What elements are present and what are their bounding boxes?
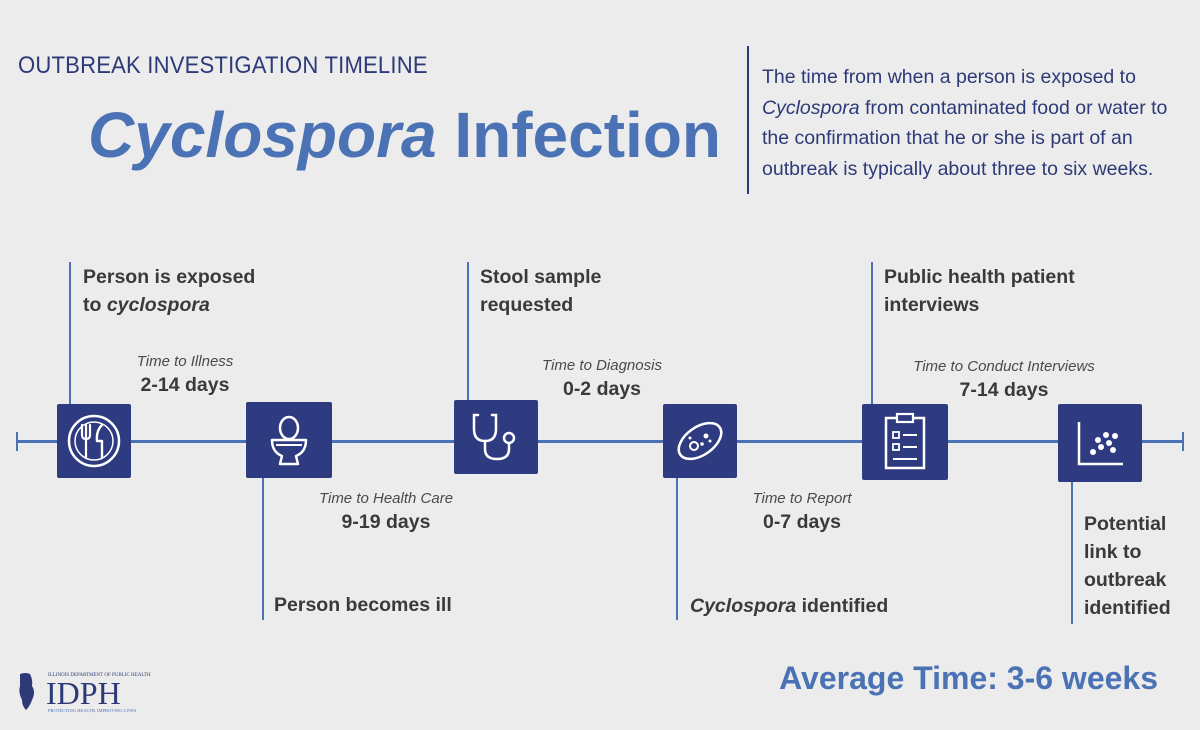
event-identified-rest: identified xyxy=(796,595,889,617)
duration-interviews-label: Time to Conduct Interviews xyxy=(913,358,1095,375)
clipboard-checklist-icon xyxy=(862,404,948,480)
svg-text:ILLINOIS DEPARTMENT OF PUBLIC: ILLINOIS DEPARTMENT OF PUBLIC HEALTH xyxy=(48,673,151,678)
connector-interviews xyxy=(871,262,873,410)
connector-identified xyxy=(676,478,678,620)
event-stool: Stool sample requested xyxy=(480,263,601,319)
scatter-plot-icon xyxy=(1058,404,1142,482)
event-interviews: Public health patient interviews xyxy=(884,263,1075,319)
event-link: Potential link to outbreak identified xyxy=(1084,510,1171,622)
title-italic: Cyclospora xyxy=(88,99,437,171)
duration-illness: Time to Illness 2-14 days xyxy=(105,352,265,398)
page-kicker: OUTBREAK INVESTIGATION TIMELINE xyxy=(18,52,428,79)
event-exposed-line1: Person is exposed xyxy=(83,266,256,288)
timeline-axis xyxy=(16,440,1184,443)
stethoscope-icon xyxy=(454,400,538,474)
intro-before: The time from when a person is exposed t… xyxy=(762,66,1136,88)
event-link-line1: Potential xyxy=(1084,513,1167,535)
duration-health-care-label: Time to Health Care xyxy=(318,490,454,507)
duration-diagnosis-value: 0-2 days xyxy=(562,378,642,400)
duration-interviews-value: 7-14 days xyxy=(959,379,1049,401)
intro-text: The time from when a person is exposed t… xyxy=(762,62,1182,184)
svg-text:PROTECTING HEALTH, IMPROVING L: PROTECTING HEALTH, IMPROVING LIVES xyxy=(48,708,137,714)
duration-health-care: Time to Health Care 9-19 days xyxy=(296,489,476,535)
connector-ill xyxy=(262,478,264,620)
connector-stool xyxy=(467,262,469,400)
event-link-line2: link to xyxy=(1084,541,1142,563)
intro-after: from contaminated food or water to the c… xyxy=(762,96,1168,180)
duration-health-care-value: 9-19 days xyxy=(341,511,431,533)
timeline-end-tick xyxy=(1182,432,1184,451)
svg-text:IDPH: IDPH xyxy=(46,675,121,711)
event-interviews-line2: interviews xyxy=(884,294,980,316)
duration-illness-value: 2-14 days xyxy=(140,374,230,396)
event-exposed: Person is exposed to cyclospora xyxy=(83,263,255,319)
duration-diagnosis-label: Time to Diagnosis xyxy=(542,357,662,374)
microbe-icon xyxy=(663,404,737,478)
event-exposed-italic: cyclospora xyxy=(106,294,210,316)
event-identified: Cyclospora identified xyxy=(690,592,888,620)
toilet-icon xyxy=(246,402,332,478)
event-ill: Person becomes ill xyxy=(274,594,452,616)
duration-diagnosis: Time to Diagnosis 0-2 days xyxy=(522,356,682,402)
event-exposed-line2: to cyclospora xyxy=(83,291,255,319)
title-rest: Infection xyxy=(436,99,721,171)
timeline-start-tick xyxy=(16,432,18,451)
event-stool-line2: requested xyxy=(480,294,574,316)
connector-link xyxy=(1071,482,1073,624)
duration-interviews: Time to Conduct Interviews 7-14 days xyxy=(894,357,1114,403)
event-link-line4: identified xyxy=(1084,597,1171,619)
intro-divider xyxy=(747,46,749,194)
average-time: Average Time: 3-6 weeks xyxy=(779,660,1158,696)
duration-report-label: Time to Report xyxy=(752,490,852,507)
duration-illness-label: Time to Illness xyxy=(136,353,234,370)
plate-fork-knife-icon xyxy=(57,404,131,478)
intro-italic: Cyclospora xyxy=(762,96,860,119)
duration-report-value: 0-7 days xyxy=(762,511,842,533)
page-title: Cyclospora Infection xyxy=(88,98,721,172)
event-identified-italic: Cyclospora xyxy=(690,595,797,617)
event-link-line3: outbreak xyxy=(1084,569,1167,591)
event-exposed-prefix: to xyxy=(83,294,107,316)
connector-exposed xyxy=(69,262,71,404)
idph-logo: ILLINOIS DEPARTMENT OF PUBLIC HEALTH IDP… xyxy=(16,668,156,714)
event-stool-line1: Stool sample xyxy=(480,266,602,288)
event-interviews-line1: Public health patient xyxy=(884,266,1075,288)
duration-report: Time to Report 0-7 days xyxy=(722,489,882,535)
